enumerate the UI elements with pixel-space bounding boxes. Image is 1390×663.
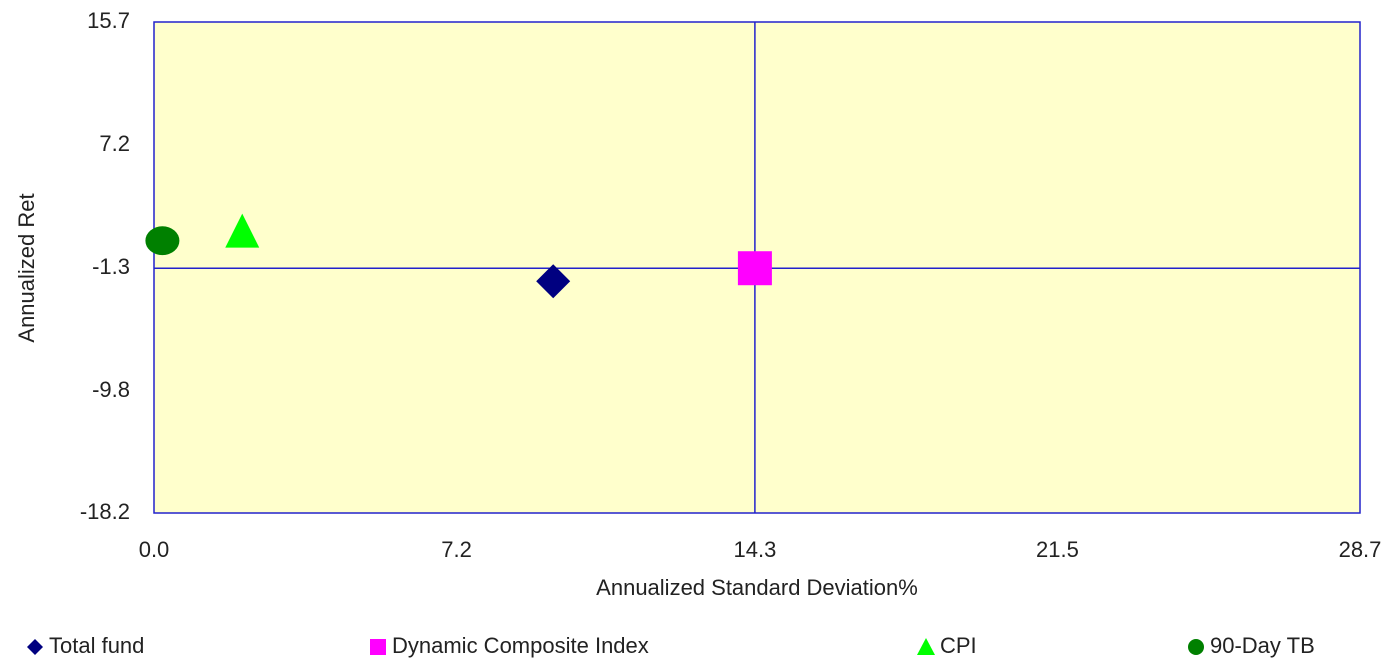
- marker-square: [737, 251, 772, 286]
- legend-label: CPI: [940, 633, 977, 658]
- legend-marker: [370, 639, 386, 655]
- x-axis-title: Annualized Standard Deviation%: [596, 575, 918, 600]
- marker-circle: [145, 226, 180, 256]
- legend-marker: [27, 639, 43, 655]
- legend-marker: [917, 638, 935, 655]
- x-tick-label: 28.7: [1339, 537, 1382, 562]
- legend-label: Total fund: [49, 633, 144, 658]
- x-tick-label: 21.5: [1036, 537, 1079, 562]
- marker-triangle: [225, 213, 260, 248]
- legend-label: Dynamic Composite Index: [392, 633, 649, 658]
- y-tick-label: -1.3: [92, 254, 130, 279]
- legend-marker: [1188, 639, 1204, 655]
- y-tick-label: -18.2: [80, 499, 130, 524]
- x-tick-label: 7.2: [441, 537, 472, 562]
- x-tick-label: 14.3: [733, 537, 776, 562]
- y-tick-label: 7.2: [99, 131, 130, 156]
- y-axis-title: Annualized Ret: [14, 193, 39, 342]
- y-tick-label: 15.7: [87, 8, 130, 33]
- marker-diamond: [536, 264, 571, 299]
- legend-label: 90-Day TB: [1210, 633, 1315, 658]
- y-tick-label: -9.8: [92, 377, 130, 402]
- x-tick-label: 0.0: [139, 537, 170, 562]
